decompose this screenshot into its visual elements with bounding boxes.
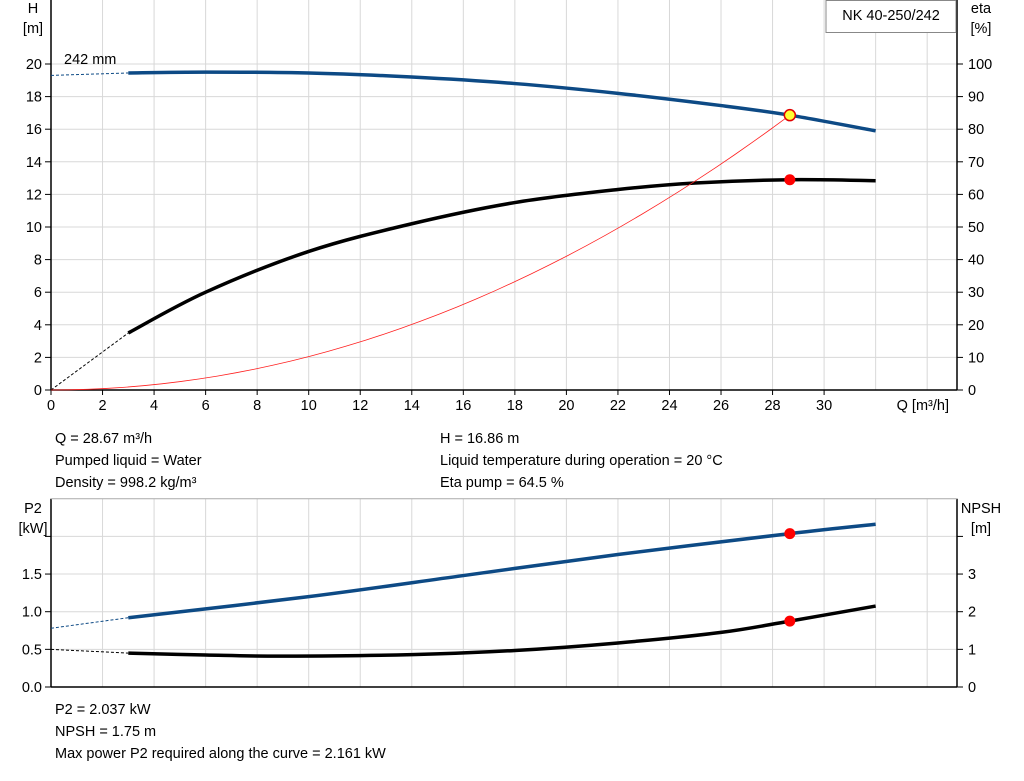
qh-eta-curve: [127, 177, 876, 335]
qh-H-curve: [128, 70, 876, 133]
qh-tick-label-x: 6: [202, 398, 210, 414]
qh-tick-label-x: 30: [816, 398, 832, 414]
qh-tick-label-left: 20: [26, 57, 42, 73]
qh-tick-label-left: 18: [26, 90, 42, 106]
qh-tick-label-left: 16: [26, 122, 42, 138]
power-tick-label-right: 2: [968, 605, 976, 621]
power-tick-label-right: 0: [968, 680, 976, 696]
qh-tick-label-right: 100: [968, 57, 992, 73]
impeller-diameter-label: 242 mm: [64, 52, 116, 68]
info-p2: P2 = 2.037 kW: [55, 702, 151, 718]
qh-tick-label-left: 0: [34, 383, 42, 399]
qh-tick-label-x: 14: [404, 398, 420, 414]
qh-eta-extrapolation: [50, 332, 129, 391]
power-y-right-unit: [m]: [971, 521, 991, 537]
qh-tick-label-x: 8: [253, 398, 261, 414]
power-NPSH-curve: [128, 604, 876, 658]
info-temperature: Liquid temperature during operation = 20…: [440, 453, 723, 469]
pump-model-label: NK 40-250/242: [842, 8, 940, 24]
power-NPSH-duty-point: [784, 615, 796, 627]
qh-H-duty-point: [783, 108, 797, 122]
qh-y-left-label: H: [28, 1, 38, 17]
qh-tick-label-x: 2: [99, 398, 107, 414]
power-tick-label-left: 1.5: [22, 567, 42, 583]
info-flow: Q = 28.67 m³/h: [55, 431, 153, 447]
pump-model-box: [825, 0, 957, 33]
qh-tick-label-right: 20: [968, 318, 984, 334]
qh-tick-label-right: 30: [968, 285, 984, 301]
qh-tick-label-left: 10: [26, 220, 42, 236]
qh-tick-label-x: 26: [713, 398, 729, 414]
power-tick-label-left: 0.0: [22, 680, 42, 696]
qh-H-extrapolation: [50, 72, 129, 76]
qh-tick-label-x: 24: [661, 398, 677, 414]
qh-tick-label-right: 70: [968, 155, 984, 171]
qh-tick-label-x: 22: [610, 398, 626, 414]
qh-tick-label-left: 12: [26, 187, 42, 203]
qh-tick-label-x: 10: [301, 398, 317, 414]
power-y-left-unit: [kW]: [19, 521, 48, 537]
qh-tick-label-x: 0: [47, 398, 55, 414]
qh-y-right-label: eta: [971, 1, 992, 17]
qh-tick-label-x: 4: [150, 398, 158, 414]
qh-tick-label-x: 16: [455, 398, 471, 414]
qh-tick-label-x: 20: [558, 398, 574, 414]
qh-tick-label-left: 14: [26, 155, 42, 171]
qh-tick-label-left: 8: [34, 253, 42, 269]
qh-y-left-unit: [m]: [23, 21, 43, 37]
info-npsh: NPSH = 1.75 m: [55, 724, 157, 740]
qh-eta-duty-point: [784, 174, 796, 186]
power-tick-label-left: 1.0: [22, 605, 42, 621]
qh-tick-label-left: 2: [34, 350, 42, 366]
qh-tick-label-x: 18: [507, 398, 523, 414]
qh-tick-label-right: 60: [968, 187, 984, 203]
power-tick-label-right: 3: [968, 567, 976, 583]
qh-tick-label-right: 10: [968, 350, 984, 366]
power-NPSH-extrapolation: [50, 648, 129, 654]
info-head: H = 16.86 m: [440, 431, 520, 447]
qh-tick-label-left: 6: [34, 285, 42, 301]
info-liquid: Pumped liquid = Water: [55, 453, 202, 469]
qh-tick-label-left: 4: [34, 318, 42, 334]
qh-tick-label-x: 28: [764, 398, 780, 414]
qh-tick-label-right: 80: [968, 122, 984, 138]
power-P2-curve: [128, 522, 876, 620]
qh-tick-label-right: 40: [968, 253, 984, 269]
qh-tick-label-x: 12: [352, 398, 368, 414]
power-tick-label-right: 1: [968, 642, 976, 658]
qh-tick-label-right: 50: [968, 220, 984, 236]
info-density: Density = 998.2 kg/m³: [55, 475, 197, 491]
info-eta: Eta pump = 64.5 %: [440, 475, 564, 491]
qh-system-curve: [50, 114, 791, 391]
power-tick-label-left: 0.5: [22, 642, 42, 658]
info-max-p2: Max power P2 required along the curve = …: [55, 746, 386, 762]
qh-y-right-unit: [%]: [971, 21, 992, 37]
qh-tick-label-right: 90: [968, 90, 984, 106]
power-P2-extrapolation: [50, 617, 129, 629]
power-y-right-label: NPSH: [961, 501, 1001, 517]
power-y-left-label: P2: [24, 501, 42, 517]
qh-x-axis-label: Q [m³/h]: [897, 398, 949, 414]
qh-tick-label-right: 0: [968, 383, 976, 399]
power-P2-duty-point: [784, 528, 796, 540]
